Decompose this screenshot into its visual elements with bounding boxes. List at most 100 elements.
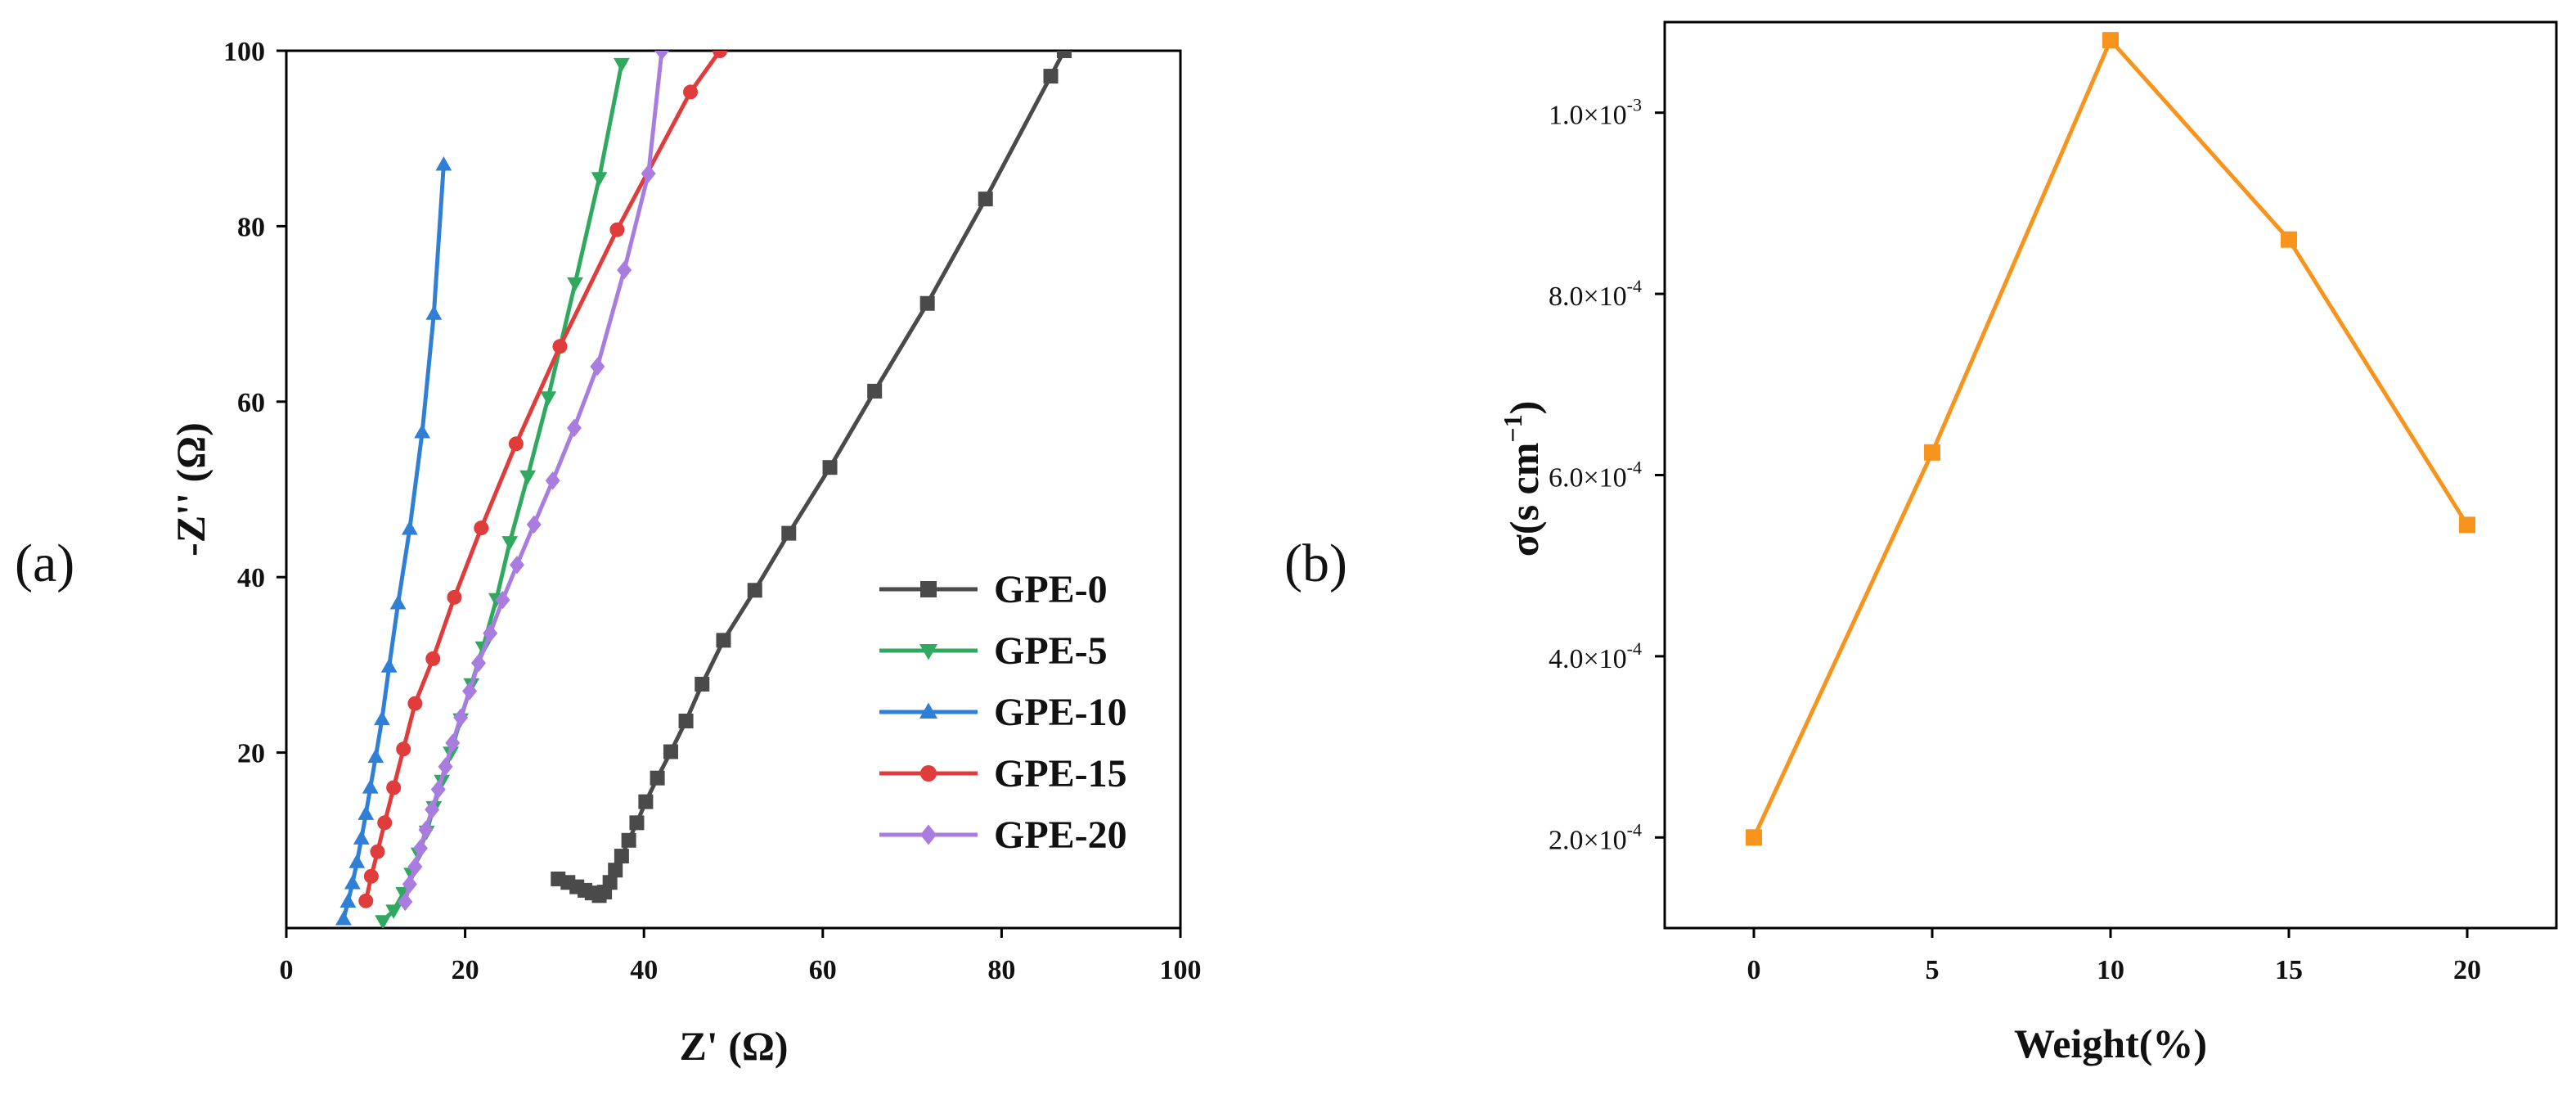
panel-b-label: (b) [1284, 534, 1347, 593]
data-point-gpe-20 [445, 733, 461, 753]
data-point-gpe-10 [357, 805, 375, 820]
data-point-gpe-0 [822, 460, 838, 475]
panel-a-x-tick-label: 100 [1160, 955, 1202, 985]
data-point-gpe-0 [716, 633, 731, 648]
data-point-gpe-20 [545, 471, 560, 490]
panel-b-y-tick-label: 4.0×10-4 [1549, 638, 1642, 674]
legend-marker-gpe-20 [920, 824, 937, 845]
panel-b-y-tick-label: 6.0×10-4 [1549, 457, 1642, 493]
data-point-gpe-0 [638, 794, 654, 809]
panel-b-x-tick-label: 15 [2275, 955, 2303, 985]
panel-b-x-axis: 0 5 10 15 20 [1747, 928, 2481, 985]
data-point-gpe-15 [407, 696, 423, 711]
data-point-gpe-10 [374, 710, 390, 726]
panel-a-x-tick-label: 40 [630, 955, 658, 985]
data-point-gpe-20 [483, 624, 498, 643]
panel-b-x-tick-label: 20 [2453, 955, 2481, 985]
panel-a-x-axis-title: Z' (Ω) [679, 1023, 788, 1069]
data-point-gpe-20 [430, 780, 446, 799]
data-point-gpe-5 [567, 277, 583, 292]
data-point-gpe-10 [367, 748, 384, 764]
panel-b-y-axis-title-suffix: ) [1501, 401, 1547, 415]
data-point-gpe-5 [591, 172, 608, 187]
data-point-gpe-15 [508, 436, 524, 452]
series-gpe-10 [335, 156, 452, 926]
data-point-gpe-20 [412, 839, 428, 858]
panel-a-x-tick-label: 20 [452, 955, 479, 985]
data-point-conductivity [2102, 32, 2119, 49]
data-point-conductivity [2459, 516, 2475, 534]
data-point-gpe-10 [353, 830, 370, 845]
series-line-conductivity [1751, 38, 2470, 839]
data-point-gpe-20 [590, 357, 605, 376]
panel-a-plot-frame [285, 49, 1182, 930]
data-point-gpe-0 [678, 714, 694, 729]
data-point-gpe-5 [613, 57, 630, 73]
legend-item-gpe-5: GPE-5 [879, 629, 1108, 673]
data-point-gpe-15 [713, 51, 728, 58]
data-point-gpe-10 [380, 658, 398, 673]
panel-a-x-tick-label: 0 [280, 955, 294, 985]
data-point-gpe-15 [447, 589, 462, 605]
legend-marker-gpe-0 [920, 581, 937, 597]
data-point-gpe-20 [438, 757, 453, 777]
panel-b-x-tick-label: 10 [2097, 955, 2124, 985]
panel-a-y-axis: 20 40 60 80 100 [223, 37, 286, 769]
data-point-gpe-15 [609, 222, 625, 237]
panel-a: (a) 0 20 40 60 80 100 20 40 60 80 100 Z' (Ω) -Z''… [15, 37, 1202, 1069]
data-point-gpe-0 [650, 770, 665, 786]
panel-a-x-tick-label: 80 [987, 955, 1015, 985]
data-point-gpe-0 [614, 849, 629, 864]
series-gpe-15 [358, 51, 728, 908]
data-point-gpe-15 [370, 844, 385, 859]
panel-a-series [335, 51, 1072, 928]
legend-label-gpe-10: GPE-10 [994, 691, 1127, 734]
data-point-gpe-15 [474, 520, 489, 536]
data-point-gpe-5 [375, 915, 391, 928]
panel-b-y-tick-label: 8.0×10-4 [1549, 276, 1642, 312]
data-point-conductivity [2281, 231, 2297, 248]
data-point-gpe-20 [641, 164, 656, 183]
data-point-gpe-20 [407, 857, 423, 876]
panel-a-x-tick-label: 60 [809, 955, 837, 985]
legend-item-gpe-0: GPE-0 [879, 568, 1108, 611]
panel-a-y-axis-title: -Z'' (Ω) [168, 422, 214, 557]
data-point-gpe-20 [495, 590, 510, 610]
legend-marker-gpe-15 [920, 765, 937, 782]
data-point-gpe-15 [358, 893, 374, 908]
data-point-gpe-10 [348, 854, 366, 868]
panel-b-x-tick-label: 5 [1926, 955, 1940, 985]
data-point-gpe-10 [435, 156, 452, 171]
data-point-gpe-20 [470, 654, 486, 673]
panel-b-y-tick-label: 2.0×10-4 [1549, 819, 1642, 855]
legend-item-gpe-15: GPE-15 [879, 752, 1127, 795]
series-gpe-0 [551, 51, 1072, 903]
data-point-gpe-10 [344, 874, 361, 890]
data-point-gpe-10 [389, 595, 407, 610]
data-point-gpe-5 [519, 470, 537, 485]
panel-b-y-axis-title-exp: −1 [1498, 414, 1527, 442]
data-point-gpe-20 [509, 555, 524, 575]
series-line-gpe-20 [402, 51, 664, 903]
data-point-gpe-20 [398, 892, 413, 912]
panel-a-y-tick-label: 40 [237, 563, 265, 593]
panel-a-y-tick-label: 60 [237, 388, 265, 418]
data-point-gpe-15 [425, 651, 441, 666]
legend-marker-gpe-5 [919, 644, 937, 660]
data-point-gpe-5 [385, 904, 402, 919]
data-point-gpe-0 [621, 832, 636, 848]
data-point-gpe-20 [425, 800, 440, 819]
data-point-gpe-10 [401, 520, 418, 535]
panel-b-x-tick-label: 0 [1747, 955, 1761, 985]
data-point-conductivity [1924, 444, 1940, 461]
data-point-gpe-20 [654, 51, 670, 61]
series-gpe-20 [398, 51, 670, 912]
data-point-gpe-0 [781, 525, 797, 541]
series-line-gpe-0 [557, 51, 1067, 898]
data-point-gpe-0 [695, 676, 710, 692]
data-point-gpe-0 [978, 192, 993, 207]
legend-item-gpe-10: GPE-10 [879, 691, 1127, 734]
data-point-gpe-20 [617, 260, 632, 280]
panel-a-y-tick-label: 80 [237, 212, 265, 242]
legend-label-gpe-0: GPE-0 [994, 568, 1108, 611]
